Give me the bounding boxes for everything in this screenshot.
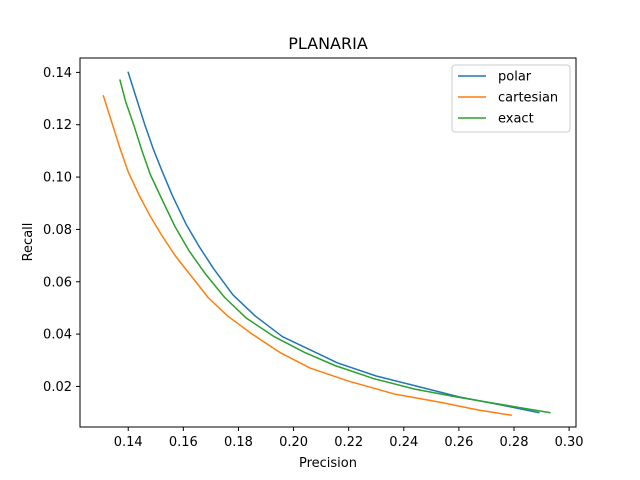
y-tick-label: 0.08 [43,223,72,238]
y-tick-label: 0.12 [43,118,72,133]
y-tick-label: 0.06 [43,275,72,290]
y-tick-label: 0.04 [43,328,72,343]
x-tick-label: 0.26 [444,435,473,450]
x-tick-label: 0.14 [114,435,143,450]
chart-title: PLANARIA [288,34,368,53]
y-tick-label: 0.02 [43,380,72,395]
x-tick-label: 0.24 [389,435,418,450]
x-axis-label: Precision [299,456,357,471]
x-tick-label: 0.16 [169,435,198,450]
legend-label-cartesian: cartesian [498,91,558,106]
x-tick-label: 0.20 [279,435,308,450]
x-tick-label: 0.22 [334,435,363,450]
y-tick-label: 0.14 [43,66,72,81]
legend-label-polar: polar [498,70,532,85]
legend-label-exact: exact [498,112,534,127]
legend: polar cartesian exact [452,65,570,132]
y-axis-label: Recall [21,223,36,262]
x-tick-label: 0.28 [500,435,529,450]
y-tick-label: 0.10 [43,171,72,186]
x-tick-label: 0.18 [224,435,253,450]
x-tick-label: 0.30 [555,435,584,450]
